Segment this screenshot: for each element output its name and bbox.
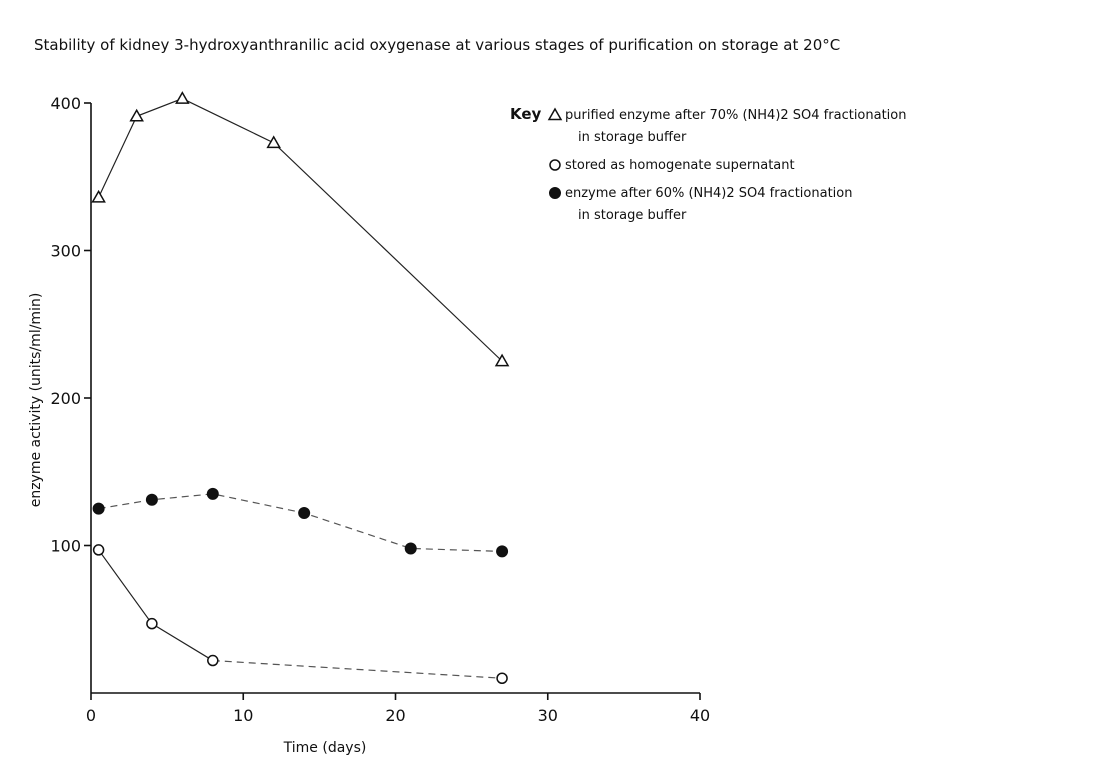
series-layer (91, 91, 510, 684)
y-tick-label: 200 (50, 389, 81, 408)
legend-label: purified enzyme after 70% (NH4)2 SO4 fra… (565, 108, 907, 123)
legend-title: Key (510, 105, 542, 123)
ticks: 0 10 20 30 40 100 200 300 400 (50, 94, 710, 725)
legend-marker-filled-circle (549, 187, 561, 199)
data-point-filled-circle (206, 487, 219, 500)
legend-marker-open-circle (549, 159, 561, 171)
y-tick-label: 300 (50, 242, 81, 261)
chart-title: Stability of kidney 3-hydroxyanthranilic… (34, 36, 840, 54)
y-axis-label: enzyme activity (units/ml/min) (28, 293, 44, 508)
data-point-open-circle (146, 617, 158, 630)
data-point-open-circle (207, 654, 219, 667)
legend-label: in storage buffer (578, 208, 687, 223)
data-point-triangle (494, 353, 510, 367)
x-tick-label: 0 (86, 706, 96, 725)
legend-marker-triangle (547, 107, 563, 121)
legend-label: in storage buffer (578, 130, 687, 145)
series-open-circle (92, 544, 508, 684)
legend-label: enzyme after 60% (NH4)2 SO4 fractionatio… (565, 186, 852, 201)
data-point-filled-circle (404, 542, 417, 555)
series-line (98, 549, 214, 662)
x-tick-label: 10 (233, 706, 253, 725)
legend-label: stored as homogenate supernatant (565, 158, 795, 173)
data-point-triangle (91, 189, 106, 203)
data-point-open-circle (496, 672, 508, 684)
data-point-filled-circle (496, 545, 509, 558)
data-point-triangle (175, 91, 190, 104)
x-axis-label: Time (days) (283, 740, 367, 756)
y-tick-label: 100 (50, 537, 81, 556)
series-triangle (91, 91, 510, 367)
y-tick-label: 400 (50, 94, 81, 113)
series-line-dashed (212, 659, 503, 679)
data-point-triangle (129, 108, 144, 122)
data-point-filled-circle (92, 502, 105, 515)
series-line (98, 97, 503, 362)
series-filled-circle (92, 487, 509, 558)
x-tick-label: 30 (538, 706, 558, 725)
series-line (98, 493, 503, 552)
data-point-filled-circle (145, 493, 158, 506)
data-point-filled-circle (298, 507, 311, 520)
x-tick-label: 40 (690, 706, 710, 725)
data-point-open-circle (92, 544, 105, 556)
legend: Key purified enzyme after 70% (NH4)2 SO4… (510, 105, 907, 223)
data-point-triangle (266, 135, 281, 149)
x-tick-label: 20 (385, 706, 405, 725)
